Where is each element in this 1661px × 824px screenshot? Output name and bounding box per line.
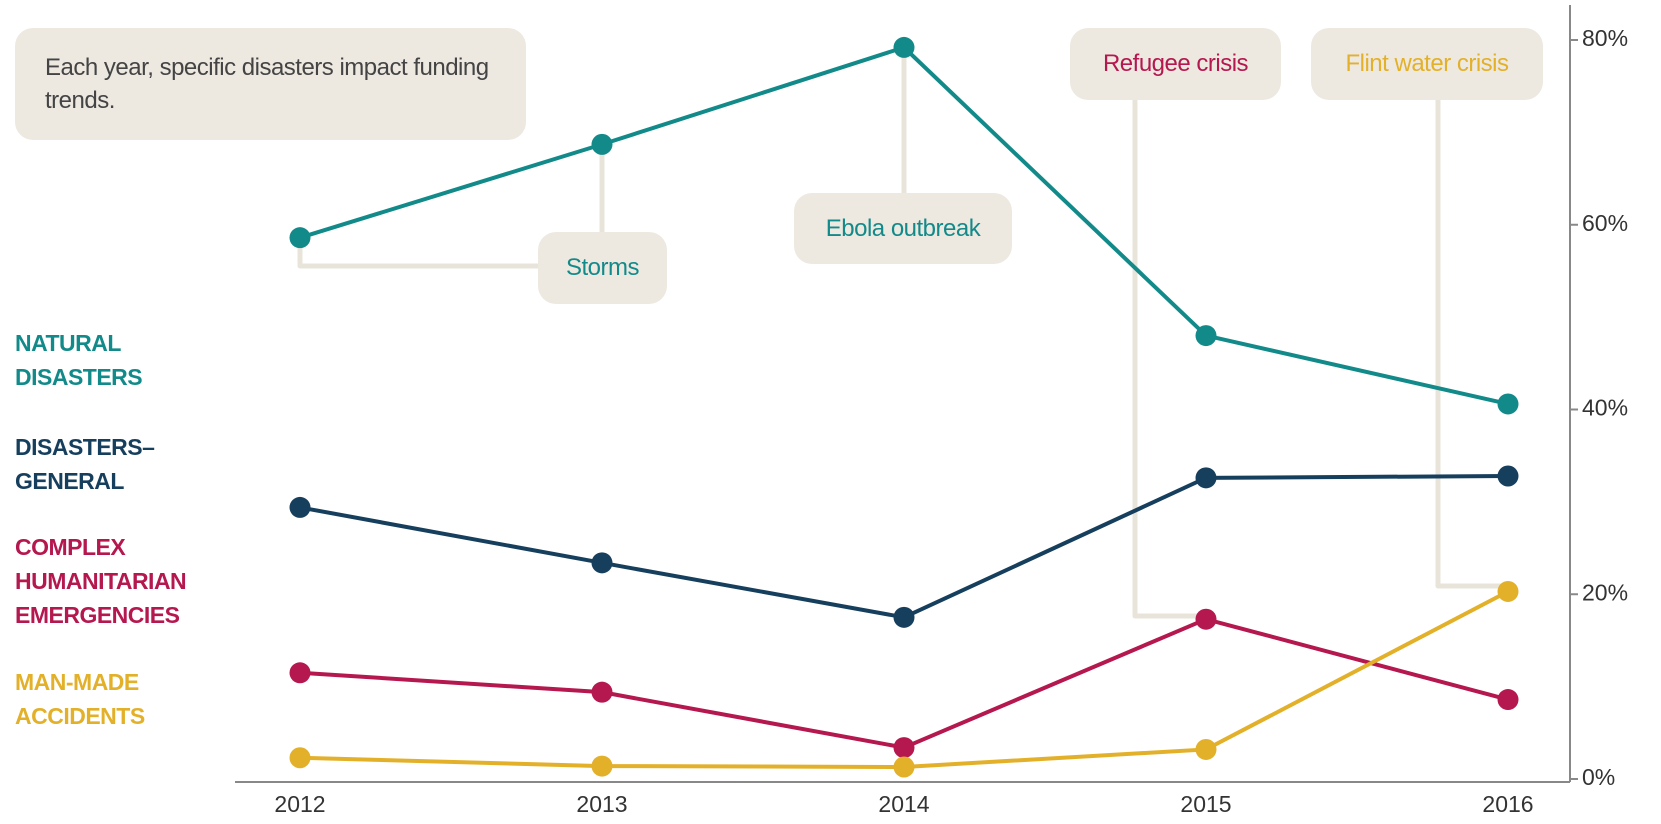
leader-line [1132,98,1209,620]
data-point [591,681,613,703]
annotation: Storms [538,232,667,304]
y-tick-label: 80% [1582,25,1628,51]
series-label: MAN-MADE ACCIDENTS [15,669,145,729]
data-point [893,737,915,759]
data-point [893,36,915,58]
x-tick-label: 2016 [1482,791,1533,817]
data-point [1195,608,1217,630]
y-tick-label: 60% [1582,210,1628,236]
x-tick-label: 2013 [576,791,627,817]
intro-note: Each year, specific disasters impact fun… [15,28,526,140]
leader-line [297,237,540,269]
data-point [1195,325,1217,347]
data-point [1195,738,1217,760]
annotation: Flint water crisis [1311,28,1543,100]
data-point [1497,465,1519,487]
leader-line [1435,98,1511,592]
annotation: Refugee crisis [1070,28,1281,100]
data-point [289,662,311,684]
x-tick-label: 2014 [878,791,929,817]
data-point [289,747,311,769]
y-tick-label: 0% [1582,764,1615,790]
series-label: DISASTERS–GENERAL [15,434,155,494]
data-point [893,606,915,628]
data-point [591,755,613,777]
series-line [299,617,1509,750]
series-line [299,474,1509,620]
data-point [289,227,311,249]
series-label: NATURAL DISASTERS [15,330,143,390]
data-point [289,496,311,518]
series-label: COMPLEX HUMANITARIAN EMERGENCIES [15,534,187,628]
y-tick-label: 20% [1582,579,1628,605]
data-point [1195,467,1217,489]
x-tick-label: 2012 [274,791,325,817]
data-point [591,552,613,574]
x-tick-label: 2015 [1180,791,1231,817]
data-point [893,756,915,778]
annotation: Ebola outbreak [794,193,1012,264]
data-point [1497,580,1519,602]
data-point [591,133,613,155]
y-tick-label: 40% [1582,395,1628,421]
data-point [1497,393,1519,415]
data-point [1497,689,1519,711]
